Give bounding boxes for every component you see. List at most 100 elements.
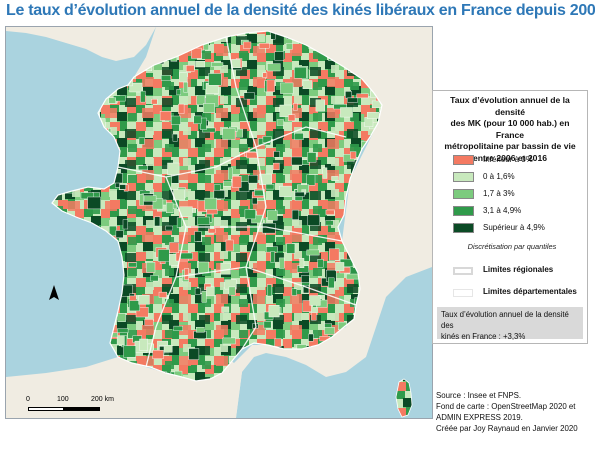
basin-cell <box>143 195 157 202</box>
basin-cell <box>116 335 125 346</box>
basin-cell <box>268 305 280 318</box>
basin-cell <box>356 93 369 99</box>
basin-cell <box>266 79 275 93</box>
basin-cell <box>291 209 299 220</box>
basin-cell <box>172 133 178 142</box>
legend-swatch-1 <box>453 155 474 165</box>
basin-cell <box>221 306 230 313</box>
legend-title-line-2: des MK (pour 10 000 hab.) en France <box>450 118 570 140</box>
basin-cell <box>139 194 144 206</box>
basin-cell <box>273 151 280 158</box>
basin-cell <box>267 284 272 297</box>
basin-cell <box>138 295 150 305</box>
source-line-1: Source : Insee et FNPS. <box>436 391 522 400</box>
legend-discretisation-note: Discrétisation par quantiles <box>467 242 557 251</box>
basin-cell <box>157 249 170 262</box>
basin-cell <box>188 348 200 360</box>
regional-limit-label: Limites régionales <box>483 265 554 274</box>
basin-cell <box>340 107 353 118</box>
basin-cell <box>227 167 233 180</box>
basin-cell <box>331 176 339 181</box>
basin-cell <box>180 252 193 260</box>
map-canvas[interactable] <box>5 26 433 419</box>
map-svg <box>6 27 432 418</box>
basin-cell <box>288 114 296 122</box>
basin-cell <box>80 192 94 200</box>
basin-cell <box>197 261 209 274</box>
basin-cell <box>184 268 189 280</box>
basin-cell <box>129 300 140 312</box>
basin-cell <box>169 242 179 254</box>
legend-class-label-2: 0 à 1,6% <box>483 172 515 181</box>
basin-cell <box>279 104 293 117</box>
basin-cell <box>291 156 303 166</box>
basin-cell <box>347 97 358 103</box>
basin-cell <box>166 202 174 214</box>
sources-block: Source : Insee et FNPS. Fond de carte : … <box>436 390 594 434</box>
basin-cell <box>371 100 382 109</box>
basin-cell <box>306 249 320 256</box>
basin-cell <box>197 216 210 225</box>
basin-cell <box>138 137 145 145</box>
basin-cell <box>273 162 280 171</box>
scale-bar: 0 100 200 km <box>24 396 124 420</box>
basin-cell <box>324 327 335 335</box>
basin-cell <box>150 275 159 282</box>
basin-cell <box>196 95 206 105</box>
national-average-line-2: kinés en France : +3,3% <box>441 332 526 341</box>
basin-cell <box>186 65 195 72</box>
basin-cell <box>285 43 293 50</box>
uk-land <box>6 27 156 61</box>
basin-cell <box>274 51 285 61</box>
regional-limit-symbol <box>453 267 473 275</box>
basin-cell <box>328 277 335 289</box>
basin-cell <box>325 220 334 226</box>
legend-class-label-1: Inférieur à 0% <box>483 155 533 164</box>
legend-swatch-3 <box>453 189 474 199</box>
legend-title: Taux d’évolution annuel de la densité de… <box>437 95 583 164</box>
basin-cell <box>152 350 164 359</box>
basin-cell <box>222 181 232 187</box>
basin-cell <box>231 59 241 69</box>
basin-cell <box>210 62 224 67</box>
basin-cell <box>322 167 328 179</box>
basin-cell <box>195 327 205 333</box>
basin-cell <box>232 175 242 188</box>
basin-cell <box>213 190 225 199</box>
basin-cell <box>315 99 325 112</box>
regional-boundaries <box>117 36 357 368</box>
basin-cell <box>299 258 305 269</box>
basin-cell <box>294 191 305 197</box>
basin-cell <box>335 262 345 272</box>
basin-cell <box>293 103 298 111</box>
basin-cell <box>306 174 316 186</box>
basin-cell <box>176 89 182 96</box>
basin-cell <box>87 196 101 210</box>
basin-cell <box>350 151 357 160</box>
basin-cell <box>179 72 188 83</box>
basin-cell <box>144 319 154 326</box>
departmental-limit-label: Limites départementales <box>483 287 577 296</box>
basin-cell <box>364 117 374 128</box>
basin-cell <box>333 103 347 110</box>
basin-cell <box>220 262 231 275</box>
basin-cell <box>265 184 275 190</box>
legend-class-label-3: 1,7 à 3% <box>483 189 515 198</box>
basin-cell <box>329 248 340 261</box>
basin-cell <box>258 43 270 49</box>
legend-swatch-2 <box>453 172 474 182</box>
basin-cell <box>267 210 278 221</box>
basin-cell <box>202 127 216 133</box>
basin-cell <box>235 128 243 138</box>
basin-cell <box>140 90 146 103</box>
basin-cell <box>291 288 297 296</box>
basin-cell <box>146 262 156 273</box>
basin-cell <box>345 91 352 99</box>
basin-cell <box>279 185 292 197</box>
basin-cell <box>119 184 126 190</box>
basin-cell <box>123 345 136 358</box>
scale-segment-1 <box>28 407 64 411</box>
north-arrow-icon <box>49 285 59 300</box>
basin-cell <box>225 239 234 252</box>
basin-cell <box>122 219 128 230</box>
